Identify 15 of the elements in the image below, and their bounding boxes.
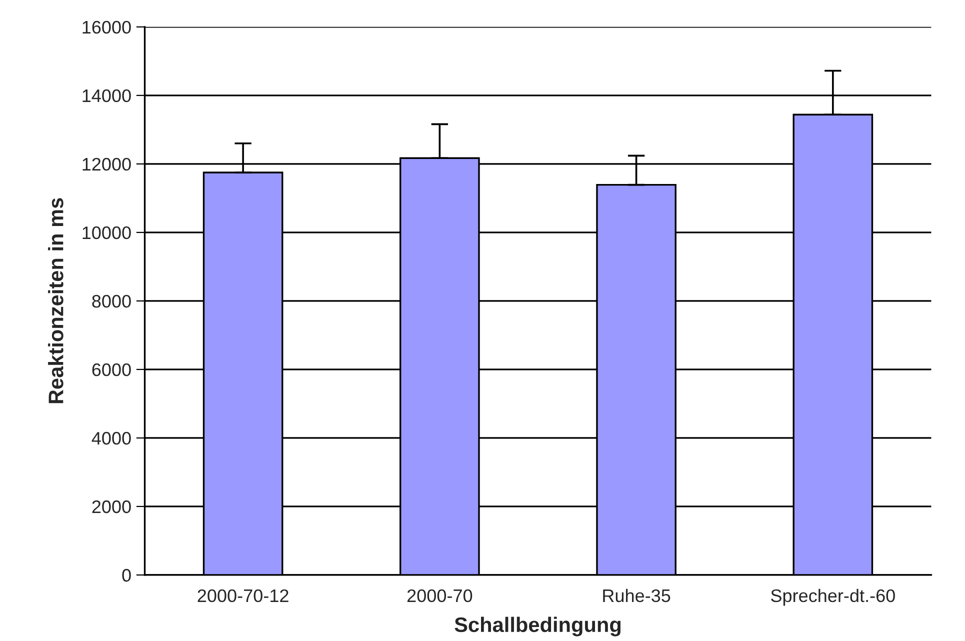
y-tick-label: 0: [122, 568, 131, 582]
y-tick-label: 14000: [82, 89, 131, 102]
y-tick-label: 4000: [92, 432, 131, 445]
y-tick-label: 6000: [92, 363, 131, 376]
y-tick-label: 16000: [82, 20, 131, 34]
x-tick-label: Ruhe-35: [603, 588, 670, 602]
y-tick-label: 10000: [82, 226, 131, 240]
y-tick-label: 8000: [92, 294, 131, 308]
x-tick-label: Sprecher-dt.-60: [771, 588, 895, 606]
y-tick-label: 2000: [92, 500, 131, 514]
y-axis-title: Reaktionzeiten in ms: [48, 198, 64, 404]
y-tick-label: 12000: [82, 158, 131, 171]
x-axis-title: Schallbedingung: [454, 616, 621, 636]
x-tick-label: 2000-70: [407, 589, 472, 602]
x-tick-label: 2000-70-12: [198, 589, 288, 602]
